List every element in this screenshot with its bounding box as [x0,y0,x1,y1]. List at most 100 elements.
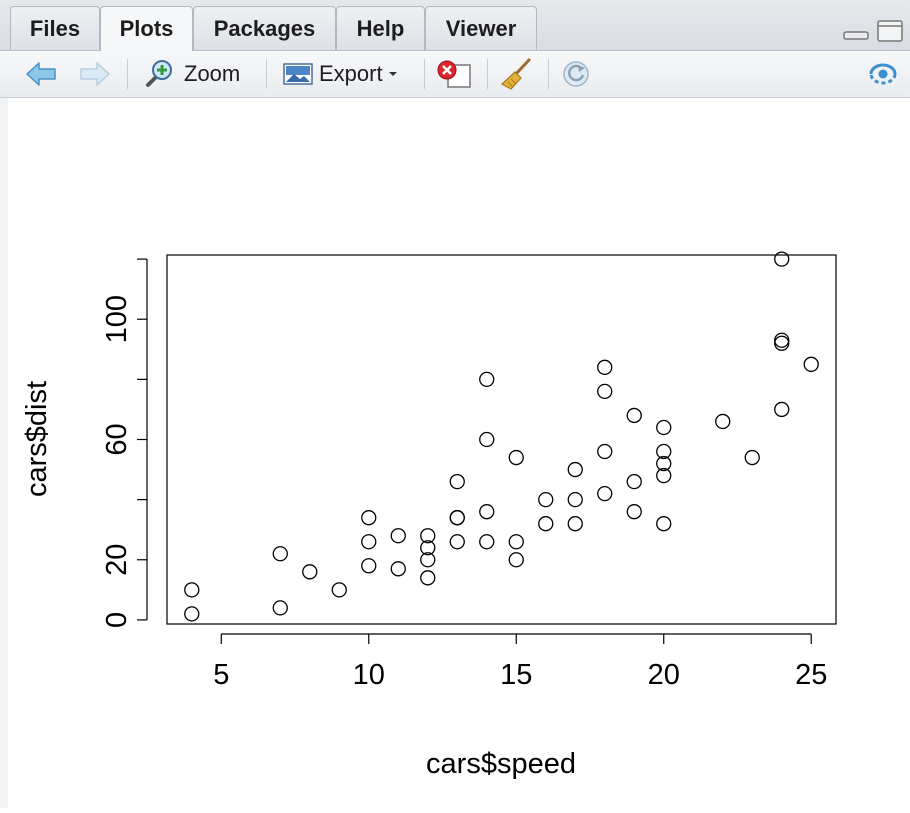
x-tick-label: 25 [795,659,827,691]
x-tick-label: 10 [353,659,385,691]
data-point [302,564,318,580]
data-point [479,371,495,388]
arrow-left-icon [26,62,56,86]
tab-help-label: Help [356,15,405,41]
pane-splitter[interactable] [0,98,8,808]
data-point [361,558,377,574]
data-point [656,516,672,532]
publish-button[interactable] [866,51,904,97]
data-point [390,528,406,544]
data-point [656,443,672,460]
back-button[interactable] [24,51,60,97]
data-point [420,540,436,556]
y-tick-label: 20 [101,544,133,576]
refresh-button[interactable] [560,51,596,97]
data-point [626,504,642,520]
data-point [567,491,583,508]
data-point [479,534,495,550]
export-label: Export [319,61,383,86]
toolbar-separator [424,59,425,89]
data-point [597,383,613,400]
data-point [272,600,288,616]
tab-plots-label: Plots [119,16,174,41]
zoom-label: Zoom [184,61,241,86]
minimize-pane-icon[interactable] [842,20,870,42]
plot-viewport: 5 10 15 20 25 0 20 60 100 cars$speed cars$dist [8,98,910,808]
x-axis-label: cars$speed [426,748,576,780]
data-point [184,606,200,622]
data-point [420,570,436,586]
data-point [331,582,347,598]
data-point [479,504,495,520]
data-point [626,473,642,490]
x-tick-label: 5 [213,659,229,691]
data-point [184,582,200,598]
maximize-pane-icon[interactable] [876,20,904,42]
data-point [656,455,672,472]
tab-viewer[interactable]: Viewer [425,6,537,50]
data-point [774,401,790,418]
tab-files-label: Files [29,15,81,41]
toolbar-separator [266,59,267,89]
data-point [361,534,377,550]
data-point [597,485,613,502]
plots-toolbar: Zoom Export [0,51,910,98]
data-point [626,407,642,424]
data-point [656,467,672,484]
data-point [803,356,819,372]
tab-viewer-label: Viewer [445,15,517,41]
data-point [538,516,554,532]
y-tick-label: 0 [101,612,133,628]
y-tick-label: 100 [101,295,133,343]
data-point [774,332,790,348]
pane-tab-bar: Files Plots Packages Help Viewer [0,0,910,51]
data-point [449,510,465,526]
points-layer [184,251,819,622]
data-point [420,528,436,544]
zoom-button[interactable]: Zoom [142,51,250,97]
tab-packages-label: Packages [213,15,316,41]
arrow-right-icon [80,62,110,86]
tab-plots[interactable]: Plots [100,6,193,51]
data-point [567,516,583,532]
data-point [744,449,760,466]
data-point [538,491,554,508]
data-point [567,461,583,478]
scatter-plot: 5 10 15 20 25 0 20 60 100 cars$speed cars$dist [21,251,837,780]
remove-plot-icon [437,60,471,88]
toolbar-separator [127,59,128,89]
tab-files[interactable]: Files [10,6,100,50]
export-button[interactable]: Export [283,51,408,97]
x-axis: 5 10 15 20 25 [213,633,827,691]
tab-help[interactable]: Help [336,6,425,50]
data-point [508,449,524,466]
data-point [420,552,436,568]
y-axis: 0 20 60 100 [101,258,148,628]
image-export-icon [283,63,313,85]
data-point [656,419,672,436]
y-tick-label: 60 [101,423,133,455]
zoom-in-icon [146,60,172,87]
publish-icon [869,63,897,85]
data-point [390,561,406,577]
y-axis-label: cars$dist [21,381,53,497]
data-point [774,335,790,351]
data-point [479,431,495,448]
data-point [449,473,465,490]
data-point [597,443,613,460]
toolbar-separator [487,59,488,89]
broom-icon [500,58,531,90]
x-tick-label: 15 [500,659,532,691]
data-point [449,534,465,550]
refresh-icon [563,61,589,87]
tab-packages[interactable]: Packages [193,6,336,50]
data-point [361,510,377,526]
clear-all-plots-button[interactable] [499,51,537,97]
data-point [508,534,524,550]
chevron-down-icon [388,72,397,76]
data-point [597,359,613,375]
forward-button[interactable] [78,51,114,97]
remove-plot-button[interactable] [436,51,474,97]
plot-box [166,254,837,625]
data-point [715,413,731,430]
